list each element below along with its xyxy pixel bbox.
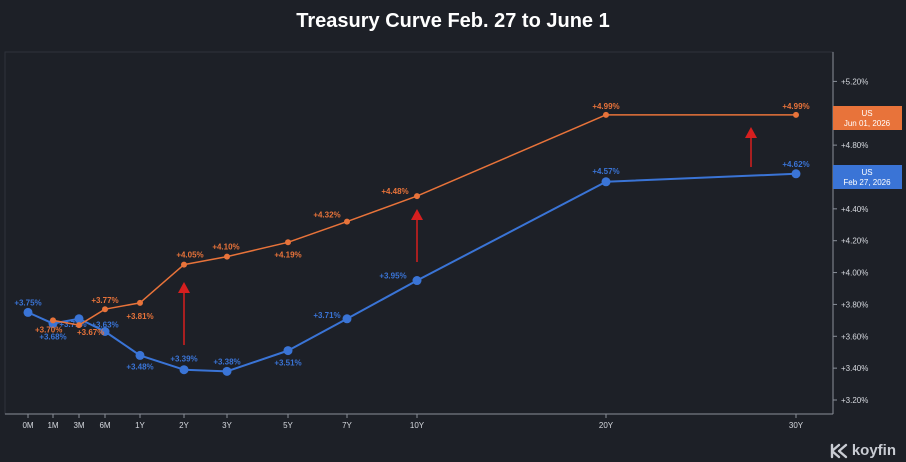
data-label: +3.63% <box>91 321 118 330</box>
koyfin-logo-icon <box>830 443 848 458</box>
data-point <box>603 111 609 118</box>
x-tick-label: 10Y <box>410 421 425 430</box>
y-tick-label: +4.40% <box>841 205 868 214</box>
data-label: +4.05% <box>176 251 203 260</box>
x-tick-label: 3Y <box>222 421 232 430</box>
data-point <box>135 350 145 360</box>
x-tick-label: 7Y <box>342 421 352 430</box>
y-tick-label: +4.00% <box>841 269 868 278</box>
data-point <box>791 169 801 179</box>
data-point <box>793 111 799 118</box>
data-label: +4.99% <box>782 102 809 111</box>
data-point <box>50 317 56 324</box>
x-tick-label: 2Y <box>179 421 189 430</box>
legend-date: Feb 27, 2026 <box>843 178 891 187</box>
data-label: +3.81% <box>126 312 153 321</box>
data-label: +3.75% <box>14 298 41 307</box>
data-label: +4.48% <box>381 187 408 196</box>
data-label: +3.67% <box>77 328 104 337</box>
x-tick-label: 20Y <box>599 421 614 430</box>
data-point <box>414 193 420 200</box>
data-label: +4.62% <box>782 160 809 169</box>
legend-date: Jun 01, 2026 <box>844 119 891 128</box>
data-label: +3.38% <box>213 357 240 366</box>
data-point <box>100 327 110 337</box>
x-tick-label: 5Y <box>283 421 293 430</box>
x-tick-label: 0M <box>22 421 33 430</box>
data-label: +3.39% <box>170 355 197 364</box>
data-point <box>181 261 187 268</box>
data-label: +3.70% <box>35 325 62 334</box>
data-label: +3.95% <box>379 272 406 281</box>
plot-frame <box>4 51 834 415</box>
data-label: +3.51% <box>274 359 301 368</box>
data-label: +4.19% <box>274 250 301 259</box>
legend-badge <box>833 106 902 130</box>
legend-name: US <box>861 109 872 118</box>
data-point <box>285 239 291 246</box>
up-arrow-head <box>745 127 757 138</box>
x-tick-label: 6M <box>99 421 110 430</box>
legend-badge <box>833 165 902 189</box>
data-point <box>222 366 232 376</box>
x-tick-label: 30Y <box>789 421 804 430</box>
data-label: +3.71% <box>313 311 340 320</box>
y-tick-label: +3.80% <box>841 300 868 309</box>
data-point <box>224 253 230 260</box>
up-arrow-head <box>411 209 423 220</box>
brand-logo: koyfin <box>830 442 896 459</box>
data-point <box>344 218 350 225</box>
data-point <box>179 365 189 375</box>
y-tick-label: +4.80% <box>841 141 868 150</box>
data-label: +4.32% <box>313 211 340 220</box>
data-point <box>137 299 143 306</box>
y-tick-label: +3.20% <box>841 396 868 405</box>
data-point <box>102 306 108 313</box>
legend-name: US <box>861 168 872 177</box>
data-point <box>74 314 84 324</box>
y-tick-label: +5.20% <box>841 77 868 86</box>
data-label: +4.57% <box>592 167 619 176</box>
x-tick-label: 3M <box>73 421 84 430</box>
data-point <box>601 177 611 187</box>
y-tick-label: +3.60% <box>841 332 868 341</box>
data-point <box>76 322 82 329</box>
data-point <box>342 314 352 324</box>
data-point <box>283 346 293 356</box>
data-point <box>412 276 422 286</box>
data-label: +3.48% <box>126 362 153 371</box>
data-label: +3.77% <box>91 296 118 305</box>
data-label: +4.10% <box>212 243 239 252</box>
x-tick-label: 1Y <box>135 421 145 430</box>
series-line <box>27 172 797 373</box>
y-tick-label: +3.40% <box>841 364 868 373</box>
y-tick-label: +4.20% <box>841 237 868 246</box>
up-arrow-head <box>178 282 190 293</box>
series-line <box>52 114 796 326</box>
data-label: +4.99% <box>592 102 619 111</box>
brand-name: koyfin <box>851 442 896 459</box>
data-label: +3.68% <box>39 333 66 342</box>
x-tick-label: 1M <box>47 421 58 430</box>
data-point <box>23 307 33 317</box>
chart-title: Treasury Curve Feb. 27 to June 1 <box>296 10 610 32</box>
